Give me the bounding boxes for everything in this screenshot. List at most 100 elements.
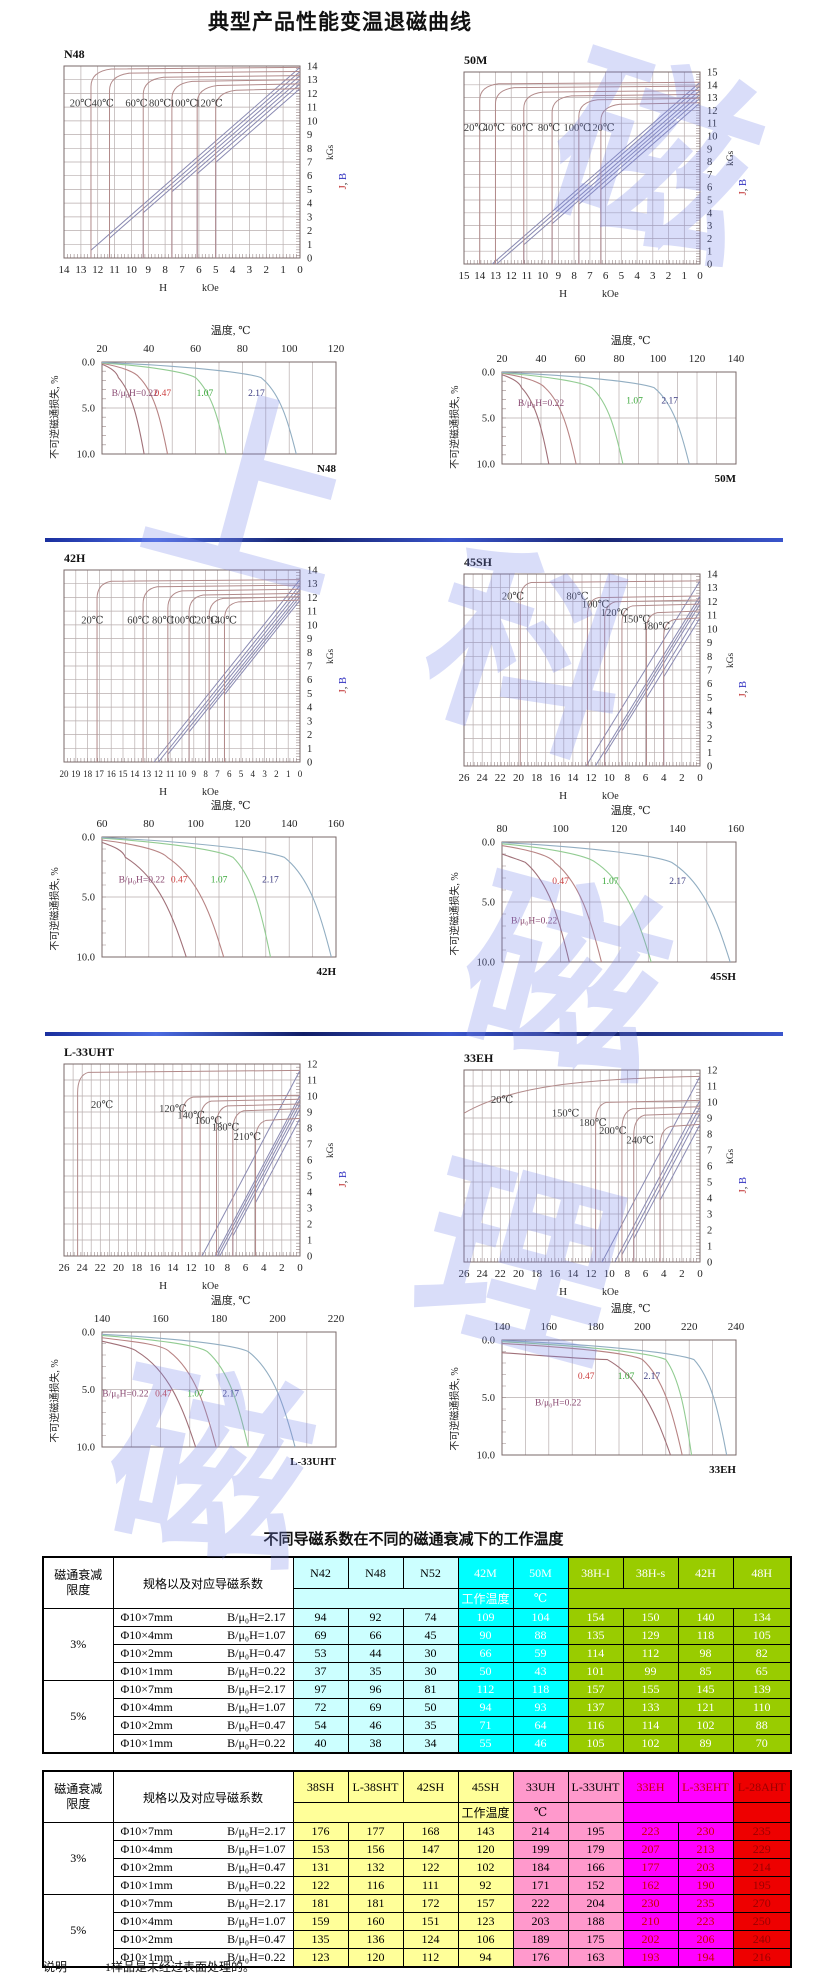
section-divider [45,1032,783,1036]
x-tick-label: 5 [213,264,219,276]
value-cell: 59 [512,1644,569,1663]
value-cell: 123 [292,1948,349,1968]
spec-cell: Φ10×7mm B/μ₀H=2.17 [112,1608,294,1627]
spec-size: Φ10×2mm [120,1718,173,1732]
value-cell: 102 [677,1716,734,1735]
x-axis-title: H [559,288,567,300]
chart-name: 45SH [710,971,736,983]
value-cell: 90 [457,1626,514,1645]
value-cell: 64 [512,1716,569,1735]
x-tick-label: 11 [522,270,533,282]
y-tick-label: 14 [307,566,318,577]
y-tick-label: 14 [707,570,718,581]
value-cell: 214 [732,1858,792,1877]
value-cell: 175 [567,1930,624,1949]
value-cell: 35 [347,1662,404,1681]
x-tick-label: 2 [274,769,279,779]
chart-name: 50M [715,473,737,485]
y-tick-label: 4 [307,1188,313,1199]
x-tick-label: 180 [587,1321,604,1333]
x-axis-title: H [559,1286,567,1298]
temp-label: 120℃ [159,1104,187,1115]
y-tick-label: 6 [707,183,712,194]
y-tick-label: 4 [707,1194,713,1205]
value-cell: 134 [732,1608,792,1627]
x-tick-label: 100 [187,818,204,830]
x-tick-label: 80 [497,823,509,835]
value-cell: 96 [347,1680,404,1699]
spec-size: Φ10×2mm [120,1646,173,1660]
value-cell: 250 [732,1912,792,1931]
y-tick-label: 5.0 [82,1385,95,1396]
y-tick-label: 12 [307,89,318,100]
value-cell: 89 [677,1734,734,1754]
x-axis-title: H [559,790,567,802]
y-axis-title: 不可逆磁通损失, % [448,386,461,469]
y-tick-label: 5.0 [482,1393,495,1404]
temp-label: 100℃ [169,615,197,626]
table-row: Φ10×4mm B/μ₀H=1.07 69 66 45 90 88 135 129 118 105 [43,1626,792,1645]
value-cell: 131 [292,1858,349,1877]
value-cell: 143 [457,1822,514,1841]
spec-coefficient: B/μ₀H=0.47 [227,1718,286,1732]
y-tick-label: 2 [307,226,312,237]
value-cell: 50 [457,1662,514,1681]
x-tick-label: 24 [477,1268,489,1280]
loss-limit-group: 5% [42,1894,114,1968]
spec-cell: Φ10×1mm B/μ₀H=0.22 [112,1662,294,1681]
value-cell: 46 [512,1734,569,1754]
x-tick-label: 20 [513,772,525,784]
y-tick-label: 8 [707,1130,712,1141]
value-cell: 35 [402,1716,459,1735]
value-cell: 65 [732,1662,792,1681]
value-cell: 194 [677,1948,734,1968]
y-tick-label: 5 [307,689,312,700]
table-row: 5% Φ10×7mm B/μ₀H=2.17 97 96 81 112 118 157 155 145… [42,1680,792,1754]
y-tick-label: 4 [307,199,313,210]
x-tick-label: 14 [567,772,579,784]
flux-chart-50M: B/μ₀H=0.22 1.07 2.17 20 40 60 80 100 120 140 温度, ℃… [442,330,754,499]
value-cell: 120 [457,1840,514,1859]
corner-line2: 限度 [66,1797,91,1811]
value-cell: 124 [402,1930,459,1949]
value-cell: 132 [347,1858,404,1877]
y-tick-label: 10.0 [477,958,495,969]
y-tick-label: 3 [307,212,312,223]
bh-curve-svg: 20℃ 80℃100℃120℃150℃180℃024681012141618202… [459,555,750,802]
chart-name: L-33UHT [290,1456,337,1468]
x-tick-label: 8 [625,772,631,784]
y-tick-label: 0 [707,762,712,773]
value-cell: 172 [402,1894,459,1913]
spec-header: 规格以及对应导磁系数 [112,1556,294,1609]
value-cell: 168 [402,1822,459,1841]
x-tick-label: 18 [131,1262,143,1274]
value-cell: 166 [567,1858,624,1877]
pc-label: 2.17 [643,1372,660,1382]
jb-axis-label: J, B [338,677,349,693]
y-tick-label: 8 [307,1124,312,1135]
x-tick-label: 26 [59,1262,71,1274]
value-cell: 69 [292,1626,349,1645]
x-tick-label: 140 [94,1313,111,1325]
flux-chart-L-33UHT: B/μ₀H=0.22 0.47 1.07 2.17 140 160 180 200 220 温度,… [42,1290,354,1482]
value-cell: 193 [622,1948,679,1968]
y-tick-label: 0.0 [482,838,495,849]
x-tick-label: 8 [625,1268,631,1280]
value-cell: 199 [512,1840,569,1859]
x-axis-title: 温度, ℃ [211,1293,251,1307]
grade-header: N42 [292,1556,349,1589]
corner-line1: 磁通衰减 [54,1568,103,1582]
working-temp-band [567,1802,624,1823]
value-cell: 123 [457,1912,514,1931]
spec-coefficient: B/μ₀H=0.22 [227,1878,286,1892]
x-tick-label: 6 [227,769,232,779]
y-tick-label: 0.0 [482,368,495,379]
x-axis-unit: kOe [602,1287,619,1298]
x-tick-label: 17 [95,769,105,779]
spec-cell: Φ10×4mm B/μ₀H=1.07 [112,1698,294,1717]
value-cell: 214 [512,1822,569,1841]
x-tick-label: 16 [549,1268,561,1280]
y-tick-label: 7 [707,1146,712,1157]
x-tick-label: 20 [513,1268,525,1280]
